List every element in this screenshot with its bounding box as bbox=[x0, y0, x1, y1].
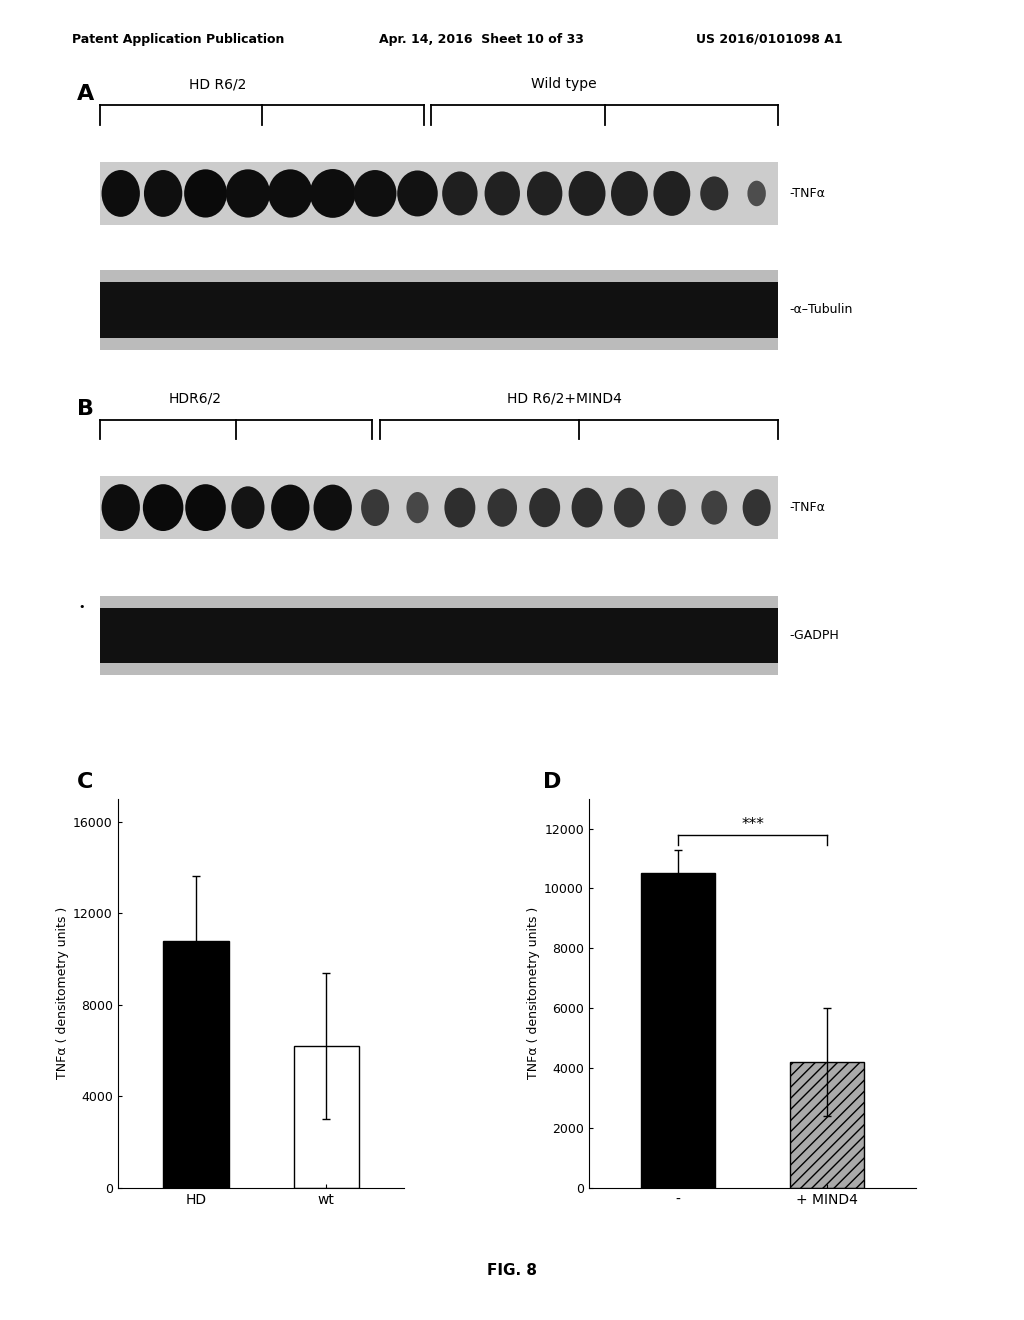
Ellipse shape bbox=[101, 170, 140, 216]
Text: Patent Application Publication: Patent Application Publication bbox=[72, 33, 284, 46]
Ellipse shape bbox=[185, 484, 226, 531]
Ellipse shape bbox=[484, 172, 520, 215]
Ellipse shape bbox=[231, 486, 264, 529]
FancyBboxPatch shape bbox=[99, 271, 778, 350]
Ellipse shape bbox=[397, 170, 438, 216]
FancyBboxPatch shape bbox=[99, 477, 778, 539]
Ellipse shape bbox=[310, 169, 355, 218]
Ellipse shape bbox=[614, 487, 645, 528]
Text: HD R6/2: HD R6/2 bbox=[188, 78, 246, 91]
FancyBboxPatch shape bbox=[99, 282, 778, 338]
Text: Apr. 14, 2016  Sheet 10 of 33: Apr. 14, 2016 Sheet 10 of 33 bbox=[379, 33, 584, 46]
Ellipse shape bbox=[225, 169, 270, 218]
Ellipse shape bbox=[701, 491, 727, 524]
Ellipse shape bbox=[444, 487, 475, 528]
Y-axis label: TNFα ( densitometry units ): TNFα ( densitometry units ) bbox=[56, 907, 69, 1080]
Ellipse shape bbox=[407, 492, 429, 523]
Bar bbox=[641, 874, 716, 1188]
Ellipse shape bbox=[529, 488, 560, 527]
Text: -TNFα: -TNFα bbox=[788, 187, 824, 199]
Text: -α–Tubulin: -α–Tubulin bbox=[788, 304, 852, 317]
Bar bbox=[294, 1045, 358, 1188]
Ellipse shape bbox=[657, 490, 686, 527]
Text: D: D bbox=[543, 772, 561, 792]
Ellipse shape bbox=[143, 484, 183, 531]
Ellipse shape bbox=[527, 172, 562, 215]
Ellipse shape bbox=[653, 172, 690, 216]
Text: -GADPH: -GADPH bbox=[788, 628, 839, 642]
Ellipse shape bbox=[748, 181, 766, 206]
Bar bbox=[790, 1063, 864, 1188]
Ellipse shape bbox=[144, 170, 182, 216]
Text: FIG. 8: FIG. 8 bbox=[487, 1263, 537, 1278]
Text: HD R6/2+MIND4: HD R6/2+MIND4 bbox=[507, 392, 622, 405]
Ellipse shape bbox=[742, 490, 771, 527]
Ellipse shape bbox=[313, 484, 352, 531]
FancyBboxPatch shape bbox=[99, 607, 778, 663]
Text: -TNFα: -TNFα bbox=[788, 502, 824, 513]
Text: •: • bbox=[78, 602, 85, 612]
Text: HDR6/2: HDR6/2 bbox=[169, 392, 222, 405]
Ellipse shape bbox=[361, 490, 389, 527]
Ellipse shape bbox=[268, 169, 312, 218]
Ellipse shape bbox=[611, 172, 648, 216]
Ellipse shape bbox=[353, 170, 396, 216]
Text: US 2016/0101098 A1: US 2016/0101098 A1 bbox=[696, 33, 843, 46]
Ellipse shape bbox=[571, 487, 602, 528]
Text: B: B bbox=[77, 399, 94, 418]
Ellipse shape bbox=[271, 484, 309, 531]
FancyBboxPatch shape bbox=[99, 162, 778, 224]
FancyBboxPatch shape bbox=[99, 595, 778, 675]
Ellipse shape bbox=[568, 172, 605, 216]
Y-axis label: TNFα ( densitometry units ): TNFα ( densitometry units ) bbox=[527, 907, 540, 1080]
Ellipse shape bbox=[700, 177, 728, 210]
Bar bbox=[164, 941, 228, 1188]
Ellipse shape bbox=[101, 484, 140, 531]
Text: C: C bbox=[77, 772, 93, 792]
Ellipse shape bbox=[487, 488, 517, 527]
Text: Wild type: Wild type bbox=[531, 78, 597, 91]
Ellipse shape bbox=[184, 169, 227, 218]
Text: ***: *** bbox=[741, 817, 764, 832]
Ellipse shape bbox=[442, 172, 477, 215]
Text: A: A bbox=[77, 84, 94, 104]
